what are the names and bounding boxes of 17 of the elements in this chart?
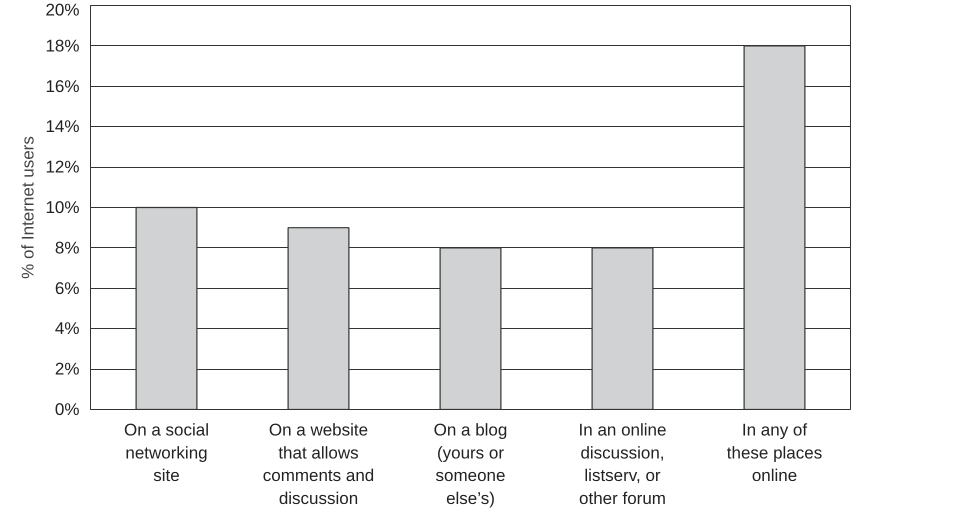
y-tick-label: 12% bbox=[45, 158, 80, 177]
x-tick-label: In any of these places online bbox=[726, 420, 822, 486]
y-axis-title: % of Internet users bbox=[18, 136, 38, 279]
y-tick-label: 8% bbox=[54, 238, 80, 258]
y-tick-label: 18% bbox=[45, 36, 80, 56]
y-tick-label: 0% bbox=[54, 400, 80, 419]
y-tick-label: 16% bbox=[45, 76, 80, 96]
x-tick-label: On a website that allows comments and discussion bbox=[262, 420, 374, 508]
y-tick-label: 20% bbox=[45, 0, 80, 20]
y-tick-label: 4% bbox=[54, 319, 80, 338]
x-tick-label: On a social networking site bbox=[124, 420, 210, 486]
x-tick-label: In an online discussion, listserv, or other forum bbox=[578, 420, 666, 508]
y-tick-label: 6% bbox=[54, 278, 80, 298]
y-tick-label: 2% bbox=[54, 360, 80, 379]
y-tick-label: 14% bbox=[45, 117, 80, 136]
x-tick-label: On a blog (yours or someone else’s) bbox=[434, 420, 508, 508]
y-tick-label: 10% bbox=[45, 198, 80, 217]
